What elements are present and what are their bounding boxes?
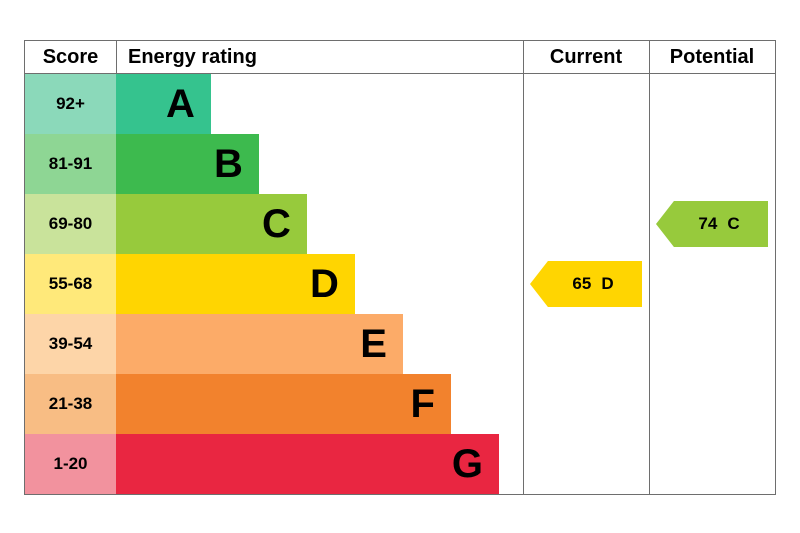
epc-rating-chart: Score Energy rating Current Potential 92… [24, 40, 776, 495]
current-column-divider [523, 41, 524, 494]
rating-bar-f: F [116, 374, 451, 434]
band-row-c: 69-80 C [25, 194, 775, 254]
band-letter-g: G [451, 442, 483, 486]
bar-area-f: F [116, 374, 523, 434]
potential-rating-value: 74 [698, 214, 718, 233]
potential-column-divider [649, 41, 650, 494]
score-range-b: 81-91 [25, 134, 116, 194]
bar-area-a: A [116, 74, 523, 134]
score-range-d: 55-68 [25, 254, 116, 314]
bar-area-b: B [116, 134, 523, 194]
bar-area-g: G [116, 434, 523, 494]
header-score: Score [42, 45, 99, 68]
rating-bar-g: G [116, 434, 499, 494]
header-current: Current [549, 45, 623, 68]
potential-rating-letter: C [727, 214, 740, 233]
band-letter-e: E [360, 322, 387, 366]
score-column-divider [116, 41, 117, 73]
band-letter-f: F [410, 382, 435, 426]
score-range-e: 39-54 [25, 314, 116, 374]
band-letter-d: D [310, 262, 339, 306]
rating-bands: 92+ A 81-91 B 69-80 C 55-68 D 39-54 E 21-38 F 1-20 G [25, 74, 775, 494]
header-energy-rating: Energy rating [128, 45, 257, 68]
score-range-g: 1-20 [25, 434, 116, 494]
band-letter-a: A [165, 82, 195, 126]
rating-bar-b: B [116, 134, 259, 194]
current-rating-letter: D [601, 274, 614, 293]
band-row-b: 81-91 B [25, 134, 775, 194]
chart-header-row: Score Energy rating Current Potential [25, 41, 775, 74]
score-range-f: 21-38 [25, 374, 116, 434]
bar-area-e: E [116, 314, 523, 374]
current-rating-value: 65 [572, 274, 592, 293]
rating-bar-a: A [116, 74, 211, 134]
rating-bar-d: D [116, 254, 355, 314]
band-row-g: 1-20 G [25, 434, 775, 494]
score-range-a: 92+ [25, 74, 116, 134]
score-range-c: 69-80 [25, 194, 116, 254]
band-row-a: 92+ A [25, 74, 775, 134]
band-row-d: 55-68 D [25, 254, 775, 314]
rating-bar-c: C [116, 194, 307, 254]
band-letter-c: C [261, 202, 291, 246]
header-potential: Potential [669, 45, 755, 68]
bar-area-c: C [116, 194, 523, 254]
band-row-f: 21-38 F [25, 374, 775, 434]
bar-area-d: D [116, 254, 523, 314]
band-letter-b: B [213, 142, 243, 186]
potential-rating-arrow: 74 C [656, 201, 768, 247]
current-rating-arrow: 65 D [530, 261, 642, 307]
band-row-e: 39-54 E [25, 314, 775, 374]
rating-bar-e: E [116, 314, 403, 374]
